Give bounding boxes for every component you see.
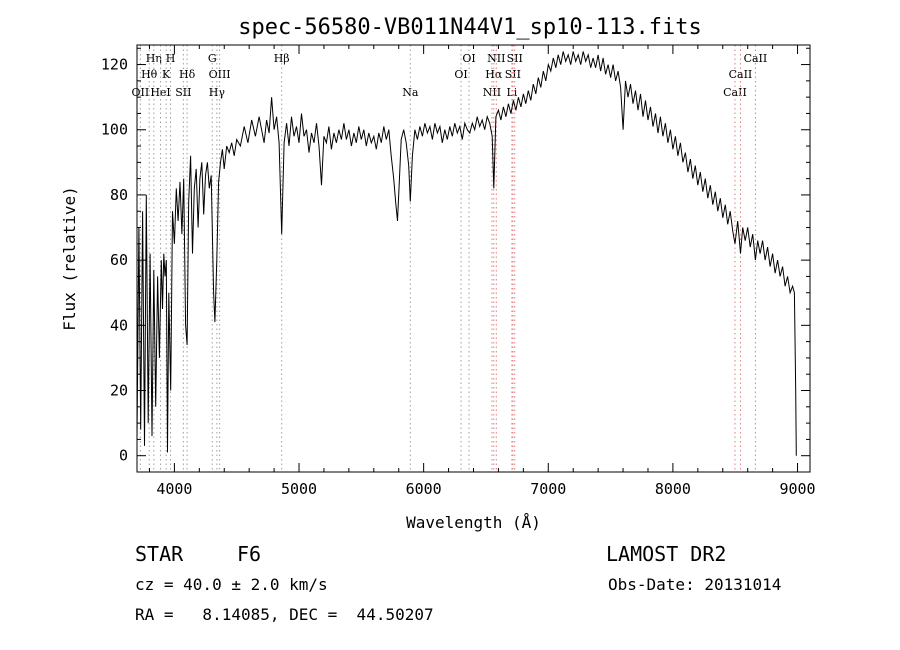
line-marker-label: Hθ bbox=[141, 68, 158, 81]
y-tick-label: 120 bbox=[101, 56, 128, 74]
redshift-readout: cz = 40.0 ± 2.0 km/s bbox=[135, 575, 328, 594]
x-tick-label: 5000 bbox=[281, 480, 317, 498]
line-marker-label: G bbox=[208, 52, 217, 65]
object-class: STAR bbox=[135, 542, 184, 566]
y-tick-label: 40 bbox=[110, 316, 128, 334]
x-tick-label: 8000 bbox=[655, 480, 691, 498]
line-marker-label: Hη bbox=[146, 52, 162, 65]
line-marker-label: OI bbox=[462, 52, 475, 65]
line-marker-label: SII bbox=[505, 68, 521, 81]
line-marker-label: NII bbox=[487, 52, 505, 65]
spectrum-line bbox=[137, 51, 797, 456]
survey-name: LAMOST DR2 bbox=[606, 542, 727, 566]
line-marker-label: OIII bbox=[209, 68, 231, 81]
x-axis-label: Wavelength (Å) bbox=[406, 513, 541, 532]
x-tick-label: 4000 bbox=[156, 480, 192, 498]
line-marker-label: CaII bbox=[744, 52, 768, 65]
line-marker-label: OI bbox=[454, 68, 467, 81]
line-marker-label: CaII bbox=[729, 68, 753, 81]
spectral-subclass: F6 bbox=[237, 542, 262, 566]
x-tick-label: 7000 bbox=[530, 480, 566, 498]
line-marker-label: NII bbox=[483, 86, 501, 99]
y-tick-label: 60 bbox=[110, 251, 128, 269]
plot-frame bbox=[136, 44, 811, 473]
y-axis-label: Flux (relative) bbox=[60, 186, 79, 331]
y-tick-label: 20 bbox=[110, 382, 128, 400]
y-tick-label: 100 bbox=[101, 121, 128, 139]
line-marker-label: SII bbox=[175, 86, 191, 99]
line-marker-label: SII bbox=[507, 52, 523, 65]
chart-title: spec-56580-VB011N44V1_sp10-113.fits bbox=[238, 15, 702, 40]
coordinates-readout: RA = 8.14085, DEC = 44.50207 bbox=[135, 605, 434, 624]
line-marker-label: Hδ bbox=[179, 68, 196, 81]
line-marker-label: Hα bbox=[485, 68, 503, 81]
line-marker-label: Hγ bbox=[209, 86, 226, 99]
observation-date: Obs-Date: 20131014 bbox=[608, 575, 782, 594]
x-tick-label: 9000 bbox=[779, 480, 815, 498]
line-marker-label: Na bbox=[402, 86, 419, 99]
line-markers: OII Hθ Hη HeI KH SII Hδ G Hγ OIII Hβ Na OI OI NII Hα NII… bbox=[132, 45, 768, 472]
line-marker-label: H bbox=[166, 52, 176, 65]
line-marker-label: OII bbox=[132, 86, 150, 99]
line-marker-label: K bbox=[162, 68, 171, 81]
line-marker-label: CaII bbox=[723, 86, 747, 99]
y-tick-label: 80 bbox=[110, 186, 128, 204]
line-marker-label: HeI bbox=[150, 86, 170, 99]
y-tick-label: 0 bbox=[119, 447, 128, 465]
x-tick-label: 6000 bbox=[406, 480, 442, 498]
line-marker-label: Hβ bbox=[274, 52, 290, 65]
line-marker-label: Li bbox=[506, 86, 517, 99]
